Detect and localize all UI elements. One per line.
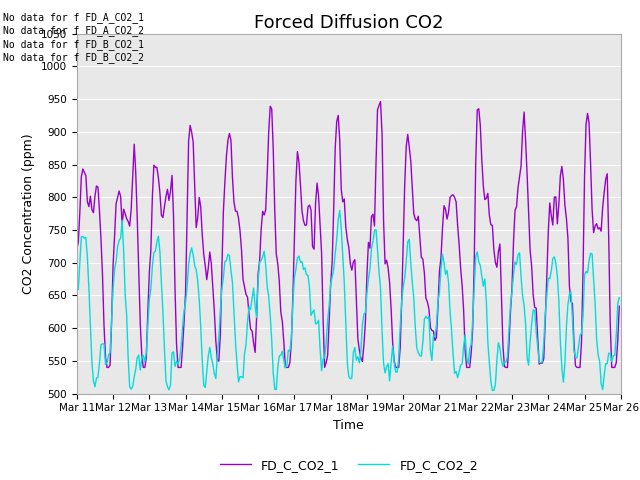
FD_C_CO2_1 (588, 206, 596, 212)
FD_C_CO2_1 (616, 303, 623, 309)
Title: Forced Diffusion CO2: Forced Diffusion CO2 (254, 14, 444, 32)
Text: No data for f FD_A_CO2_1: No data for f FD_A_CO2_1 (3, 12, 144, 23)
FD_C_CO2_2 (588, 251, 596, 257)
FD_C_CO2_2 (616, 295, 623, 300)
FD_C_CO2_1 (377, 99, 385, 105)
FD_C_CO2_2 (73, 286, 81, 292)
FD_C_CO2_2 (488, 387, 496, 393)
FD_C_CO2_1 (254, 271, 262, 276)
FD_C_CO2_1 (236, 228, 244, 233)
Text: No data for f FD_A_CO2_2: No data for f FD_A_CO2_2 (3, 25, 144, 36)
X-axis label: Time: Time (333, 419, 364, 432)
FD_C_CO2_2 (310, 307, 318, 313)
FD_C_CO2_1 (73, 247, 81, 252)
FD_C_CO2_1 (103, 364, 111, 370)
Y-axis label: CO2 Concentration (ppm): CO2 Concentration (ppm) (22, 133, 35, 294)
FD_C_CO2_1 (312, 201, 319, 206)
Line: FD_C_CO2_1: FD_C_CO2_1 (77, 102, 620, 367)
Text: No data for f FD_B_CO2_2: No data for f FD_B_CO2_2 (3, 52, 144, 63)
FD_C_CO2_1 (264, 171, 271, 177)
Line: FD_C_CO2_2: FD_C_CO2_2 (77, 211, 620, 390)
FD_C_CO2_2 (235, 379, 243, 385)
FD_C_CO2_1 (141, 364, 148, 370)
FD_C_CO2_2 (336, 208, 344, 214)
FD_C_CO2_2 (262, 263, 269, 268)
Legend: FD_C_CO2_1, FD_C_CO2_2: FD_C_CO2_1, FD_C_CO2_2 (214, 454, 483, 477)
Text: No data for f FD_B_CO2_1: No data for f FD_B_CO2_1 (3, 39, 144, 50)
FD_C_CO2_2 (253, 314, 260, 320)
FD_C_CO2_2 (140, 353, 147, 359)
